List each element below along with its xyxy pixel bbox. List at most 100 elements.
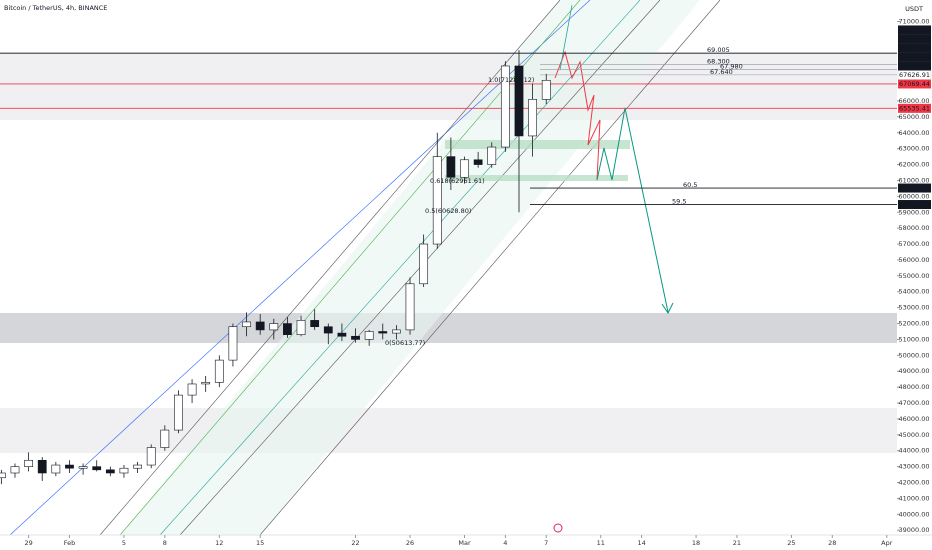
candle-body: [487, 146, 497, 165]
candle-body: [392, 329, 401, 334]
chart-title: Bitcoin / TetherUS, 4h, BINANCE: [4, 4, 107, 12]
candle-body: [214, 359, 224, 383]
channel-line: [259, 0, 721, 536]
price-tag: [898, 183, 931, 193]
price-tag: [898, 25, 931, 35]
candle-body: [296, 320, 306, 335]
y-tick-label: 52000.00: [898, 320, 929, 328]
fib-label: 0.618(62961.61): [430, 177, 485, 185]
candle-body: [146, 447, 156, 466]
x-tick-label: 26: [406, 539, 414, 547]
y-tick-label: 47000.00: [898, 399, 929, 407]
y-tick-label: 48000.00: [898, 383, 929, 391]
fib-label: 0.5(60628.80): [425, 207, 471, 215]
level-label: 69.005: [707, 46, 730, 54]
price-tag: [898, 43, 931, 53]
candle-body: [446, 156, 456, 178]
y-tick-label: 57000.00: [898, 240, 929, 248]
x-tick-label: 8: [163, 539, 167, 547]
x-tick-label: 15: [256, 539, 264, 547]
level-label: 59.5: [672, 198, 686, 206]
y-tick-label: 45000.00: [898, 431, 929, 439]
candle-body: [133, 464, 142, 469]
price-tag: [898, 61, 931, 71]
price-tag-label: 60522.62: [899, 184, 930, 192]
x-tick-label: 5: [122, 539, 126, 547]
zone: [0, 408, 897, 453]
price-tag-label: 67649.54: [899, 62, 930, 70]
zone: [0, 52, 897, 120]
x-tick-label: Mar: [458, 539, 471, 547]
level-label: 67.640: [710, 68, 733, 76]
x-tick-label: 25: [787, 539, 795, 547]
candle-body: [514, 65, 524, 137]
y-tick-label: 55000.00: [898, 272, 929, 280]
y-tick-label: 39000.00: [898, 526, 929, 534]
y-tick-label: 60000.00: [898, 192, 929, 200]
price-tag: [898, 200, 931, 210]
candle-body: [78, 466, 88, 469]
y-tick-label: 54000.00: [898, 288, 929, 296]
y-tick-label: 53000.00: [898, 304, 929, 312]
candle-body: [283, 323, 292, 335]
level-label: 67.980: [720, 62, 743, 70]
y-tick-label: 66000.00: [898, 97, 929, 105]
y-tick-label: 64000.00: [898, 129, 929, 137]
y-tick-label: 50000.00: [898, 351, 929, 359]
fib-label: 0(50613.77): [385, 339, 425, 347]
currency: USDT: [905, 5, 923, 13]
candle-body: [119, 467, 129, 474]
candle-body: [228, 326, 238, 361]
x-tick-label: 4: [503, 539, 507, 547]
x-tick-label: 28: [828, 539, 836, 547]
price-tag: [898, 52, 931, 62]
y-tick-label: 40000.00: [898, 510, 929, 518]
y-tick-label: 61000.00: [898, 176, 929, 184]
y-tick-label: 46000.00: [898, 415, 929, 423]
candle-body: [337, 332, 347, 337]
y-tick-label: 58000.00: [898, 224, 929, 232]
y-tick-label: 65000.00: [898, 113, 929, 121]
candle-body: [255, 321, 265, 331]
y-tick-label: 49000.00: [898, 367, 929, 375]
y-tick-label: 44000.00: [898, 447, 929, 455]
candle-body: [364, 331, 374, 340]
y-tick-label: 51000.00: [898, 335, 929, 343]
price-tag-label: 67987.47: [899, 53, 930, 61]
y-tick-label: 42000.00: [898, 479, 929, 487]
candle-body: [105, 469, 115, 474]
channel-fill: [120, 0, 700, 535]
candle-body: [378, 331, 388, 334]
arrow-head: [661, 302, 674, 314]
y-tick-label: 59000.00: [898, 208, 929, 216]
price-tag-label: 67626.91: [899, 71, 930, 79]
event-icon: [553, 523, 563, 533]
y-tick-label: 71000.00: [898, 17, 929, 25]
candle-body: [500, 65, 510, 148]
level-label: 68.300: [707, 57, 730, 65]
candle-body: [405, 283, 415, 331]
x-tick-label: 18: [692, 539, 700, 547]
price-tag: [898, 103, 931, 113]
candle-body: [201, 382, 211, 385]
axes: 71000.00 66000.00 65000.00 64000.00 63000.00…: [24, 17, 929, 547]
price-axis: [897, 0, 932, 550]
candle-body: [432, 156, 442, 245]
x-tick-label: 11: [597, 539, 605, 547]
candle-body: [419, 243, 429, 285]
candle-body: [351, 335, 360, 340]
candle-body: [24, 459, 33, 467]
candle-body: [269, 323, 279, 331]
x-tick-label: 14: [637, 539, 645, 547]
price-tag-label: 69001.25: [899, 35, 930, 43]
price-tag-label: 59485.92: [899, 201, 930, 209]
price-tag-label: 68241.33: [899, 44, 930, 52]
candle-body: [37, 459, 47, 474]
candle-body: [65, 464, 74, 469]
projection: [554, 50, 601, 181]
channel-line: [9, 0, 591, 536]
candle-body: [187, 383, 197, 396]
x-tick-label: Feb: [64, 539, 76, 547]
candle-body: [92, 466, 102, 471]
x-tick-label: Apr: [881, 539, 893, 547]
